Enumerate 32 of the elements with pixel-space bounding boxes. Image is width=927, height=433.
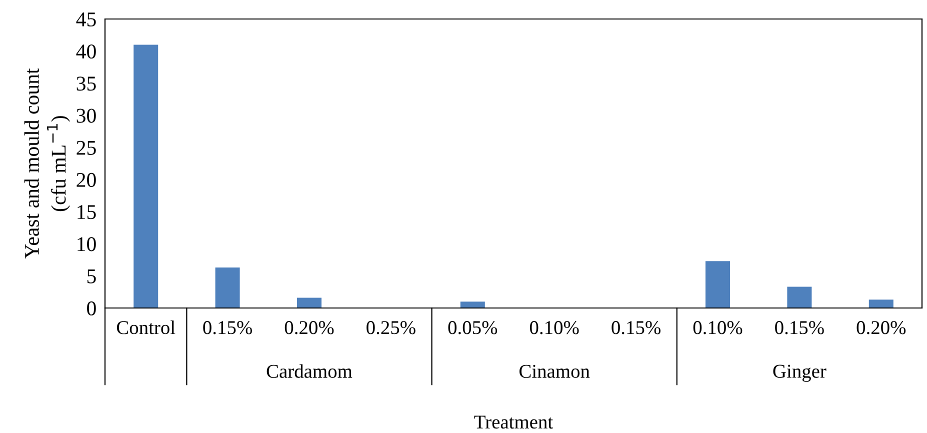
x-tick-label: 0.15%	[612, 321, 660, 334]
y-tick-label: 15	[78, 205, 96, 220]
x-tick-label: 0.20%	[284, 321, 334, 334]
y-tick-label: 30	[76, 108, 96, 123]
bar	[787, 286, 812, 308]
x-tick-label: 0.05%	[448, 321, 498, 334]
text: Cinamon	[520, 364, 590, 378]
x-tick-label: 0.20%	[856, 321, 906, 334]
x-axis-title: Treatment	[474, 416, 553, 429]
x-tick-label: 0.25%	[366, 321, 416, 334]
x-tick-label: 0.15%	[203, 321, 252, 334]
y-tick-label: 45	[76, 12, 96, 26]
y-axis-title: Yeast and mould count (cfu mL$^{−1}$)	[24, 68, 70, 259]
x-tick-label: 0.15%	[775, 321, 824, 334]
bar	[460, 302, 485, 308]
x-tick-label: 0.10%	[530, 321, 579, 334]
bar	[296, 298, 322, 308]
y-tick-label: 40	[76, 44, 96, 59]
bar	[215, 268, 240, 308]
y-tick-label: 20	[76, 172, 96, 187]
y-tick-label: 0	[87, 301, 96, 316]
text: Cardamom	[266, 364, 352, 378]
bar	[868, 300, 894, 308]
x-tick-label: 0.10%	[693, 321, 742, 334]
bar	[134, 44, 158, 308]
bar	[705, 261, 730, 308]
text: Ginger	[773, 364, 826, 382]
y-tick-label: 35	[76, 76, 96, 91]
y-tick-label: 10	[78, 237, 96, 252]
y-tick-label: 25	[76, 140, 96, 155]
y-tick-label: 5	[87, 269, 96, 284]
x-tick-label: Control	[116, 320, 176, 334]
